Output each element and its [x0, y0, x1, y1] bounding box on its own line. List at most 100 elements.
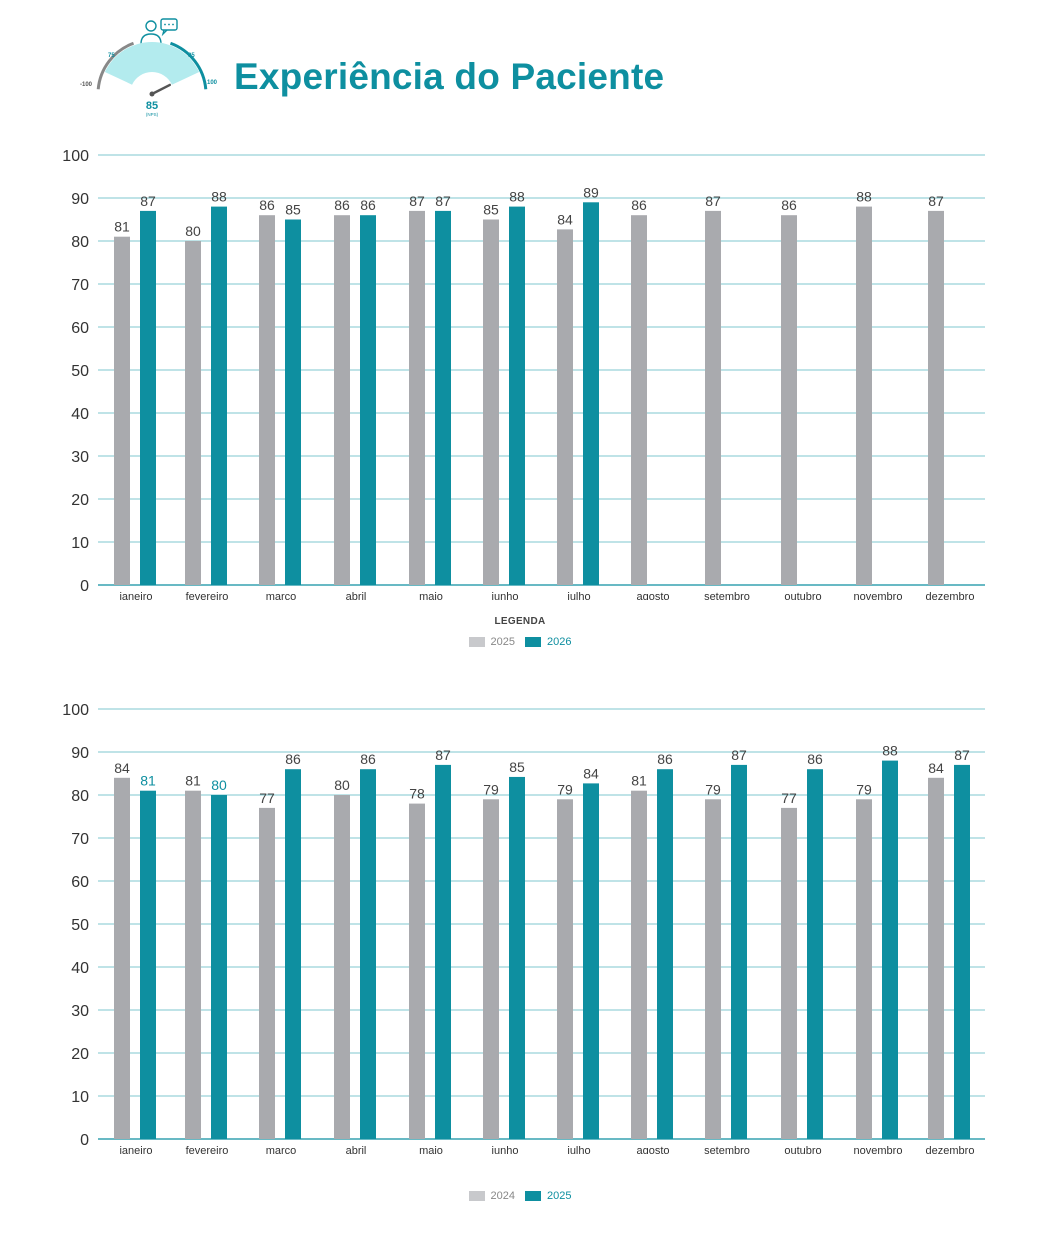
legend-item-previous: 2025: [468, 636, 515, 648]
bar: [483, 219, 499, 585]
legend-swatch-previous: [468, 637, 485, 647]
y-tick-label: 60: [71, 874, 89, 891]
y-tick-label: 70: [71, 277, 89, 294]
y-tick-label: 50: [71, 363, 89, 380]
data-label: 79: [557, 781, 573, 797]
bar: [114, 236, 130, 585]
bar: [928, 777, 944, 1139]
bar: [211, 795, 227, 1139]
data-label: 88: [509, 189, 525, 205]
bar: [781, 215, 797, 585]
chart-2-legend: 2024 2025: [0, 1190, 1040, 1202]
bar: [705, 210, 721, 585]
y-tick-label: 80: [71, 234, 89, 251]
data-label: 84: [583, 765, 599, 781]
gauge-needle: [150, 83, 172, 96]
bar: [657, 769, 673, 1139]
bar: [954, 764, 970, 1139]
bar: [114, 777, 130, 1139]
x-tick-label: julho: [566, 1145, 590, 1154]
bar: [807, 769, 823, 1139]
bar: [185, 790, 201, 1139]
data-label: 79: [705, 781, 721, 797]
x-tick-label: agosto: [636, 1145, 669, 1154]
bar: [140, 210, 156, 585]
data-label: 84: [928, 760, 944, 776]
y-tick-label: 0: [80, 578, 89, 595]
gauge-hub: [149, 91, 155, 97]
bar: [334, 795, 350, 1139]
bar: [928, 210, 944, 585]
legend-label-current: 2025: [547, 1190, 572, 1202]
patient-feedback-icon: [140, 18, 178, 45]
bar: [285, 219, 301, 585]
chart-nps-2025-2026: 0 10 20 30 40 50 60 70 80 90 100 janeiro fevereiro ma…: [0, 130, 1040, 660]
bar: [583, 202, 599, 586]
x-tick-label: maio: [419, 591, 443, 600]
chart-nps-2024-2025: 0 10 20 30 40 50 60 70 80 90 100 janeiro fevereiro ma…: [0, 684, 1040, 1214]
data-label: 86: [360, 751, 376, 767]
legend-item-previous: 2024: [468, 1190, 515, 1202]
x-tick-label: dezembro: [926, 1145, 975, 1154]
y-tick-label: 10: [71, 1089, 89, 1106]
data-label: 81: [114, 219, 130, 235]
bar: [583, 783, 599, 1139]
data-label: 77: [259, 790, 275, 806]
page-title: Experiência do Paciente: [234, 56, 665, 97]
chart-1-legend: 2025 2026: [0, 636, 1040, 648]
data-label: 79: [856, 781, 872, 797]
legend-swatch-current: [525, 1191, 541, 1201]
chart-2-plot: 0 10 20 30 40 50 60 70 80 90 100 janeiro fevereiro ma…: [62, 702, 985, 1154]
data-label: 88: [211, 189, 227, 205]
y-tick-label: 20: [71, 1046, 89, 1063]
data-label: 87: [928, 193, 944, 209]
x-tick-label: agosto: [636, 591, 669, 600]
bar: [285, 769, 301, 1139]
y-tick-label: 100: [62, 702, 89, 719]
data-label: 89: [583, 184, 599, 200]
data-label: 88: [856, 189, 872, 205]
data-label: 88: [882, 743, 898, 759]
bar: [882, 760, 898, 1139]
patient-feedback-dots: [164, 23, 174, 26]
x-tick-label: outubro: [784, 1145, 821, 1154]
y-tick-label: 20: [71, 492, 89, 509]
x-tick-label: outubro: [784, 591, 821, 600]
legend-title: LEGENDA: [494, 616, 546, 627]
gauge-arc-low: [96, 41, 135, 90]
data-label: 81: [631, 773, 647, 789]
bar: [509, 776, 525, 1139]
y-tick-label: 50: [71, 917, 89, 934]
y-tick-label: 90: [71, 745, 89, 762]
gauge-arc-high: [169, 41, 208, 90]
data-label: 86: [360, 197, 376, 213]
bar: [509, 206, 525, 585]
data-label: 80: [211, 777, 227, 793]
bar: [185, 241, 201, 585]
x-tick-label: julho: [566, 591, 590, 600]
legend-item-current: 2025: [525, 1190, 571, 1202]
bar: [435, 210, 451, 585]
chart-1-plot: 0 10 20 30 40 50 60 70 80 90 100 janeiro fevereiro ma…: [62, 148, 985, 600]
data-label: 87: [954, 747, 970, 763]
x-tick-label: abril: [346, 591, 367, 600]
data-label: 86: [334, 197, 350, 213]
data-label: 80: [334, 777, 350, 793]
y-tick-label: 40: [71, 960, 89, 977]
data-label: 81: [140, 773, 156, 789]
data-label: 78: [409, 786, 425, 802]
bar: [557, 229, 573, 585]
data-label: 86: [781, 197, 797, 213]
x-tick-label: janeiro: [118, 591, 152, 600]
y-tick-label: 80: [71, 788, 89, 805]
legend-item-current: 2026: [525, 636, 571, 648]
x-tick-label: novembro: [854, 591, 903, 600]
x-tick-label: janeiro: [118, 1145, 152, 1154]
legend-label-current: 2026: [547, 636, 572, 648]
data-label: 87: [435, 193, 451, 209]
bar: [731, 764, 747, 1139]
y-tick-label: 10: [71, 535, 89, 552]
bar: [259, 215, 275, 585]
y-tick-label: 30: [71, 1003, 89, 1020]
gauge-value: 85: [146, 100, 158, 112]
